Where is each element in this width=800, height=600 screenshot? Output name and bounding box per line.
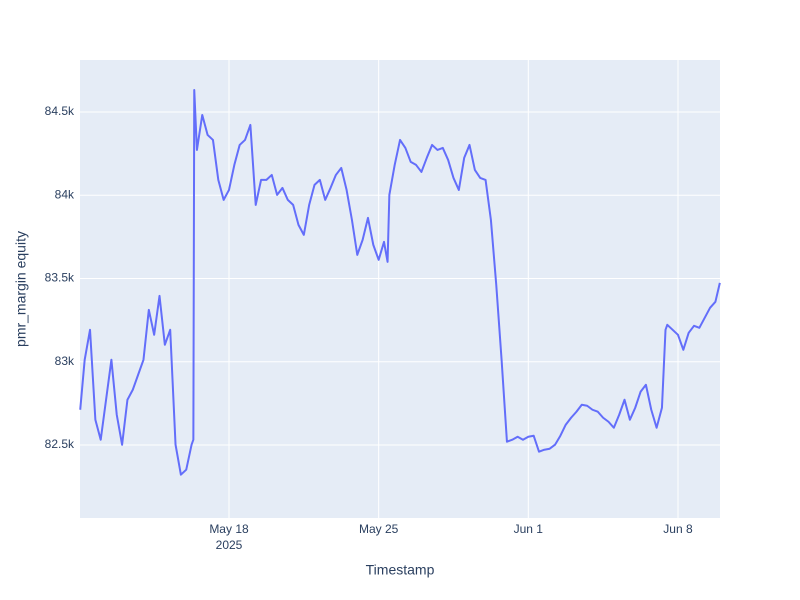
- x-tick-label: May 18: [209, 522, 249, 536]
- x-axis-title: Timestamp: [366, 562, 435, 578]
- x-tick-label: Jun 8: [663, 522, 693, 536]
- y-tick-label: 84k: [55, 187, 75, 201]
- data-line: [79, 88, 721, 476]
- x-tick-year: 2025: [216, 538, 243, 552]
- y-axis-title: pmr_margin equity: [13, 231, 29, 347]
- x-tick-label: May 25: [359, 522, 399, 536]
- y-tick-label: 84.5k: [45, 104, 75, 118]
- y-tick-label: 83.5k: [45, 271, 75, 285]
- y-tick-label: 83k: [55, 354, 75, 368]
- y-tick-label: 82.5k: [45, 437, 75, 451]
- plot-area: [80, 60, 720, 518]
- x-tick-label: Jun 1: [514, 522, 544, 536]
